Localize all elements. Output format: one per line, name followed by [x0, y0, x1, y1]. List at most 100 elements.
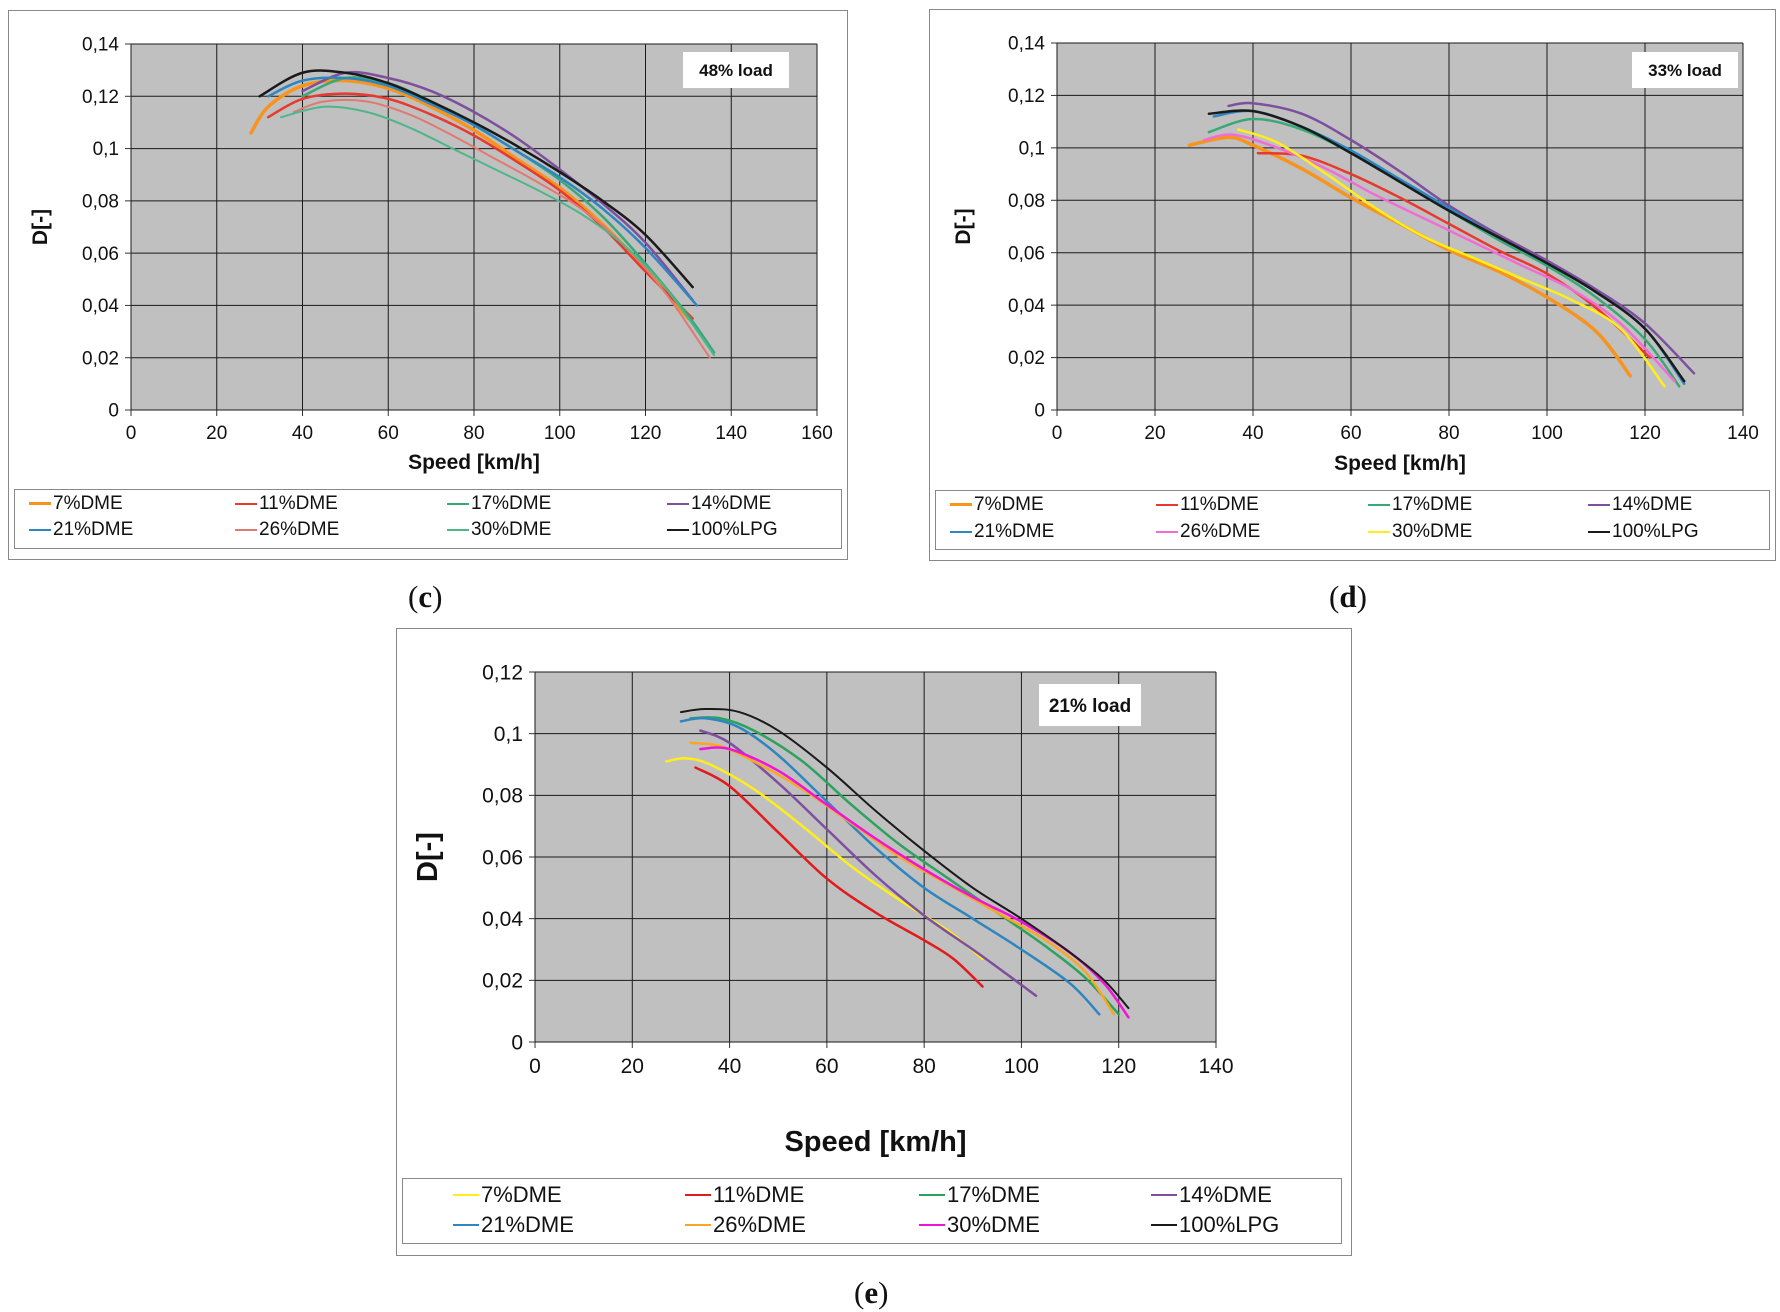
x-tick-label: 20	[621, 1055, 644, 1078]
x-tick-label: 60	[815, 1055, 838, 1078]
series-line-11pctdme	[1256, 151, 1652, 359]
y-tick-label: 0,02	[82, 348, 119, 369]
legend-swatch	[453, 1193, 479, 1196]
legend-item: 21%DME	[950, 521, 1054, 543]
legend-label: 14%DME	[1612, 493, 1693, 515]
legend-swatch	[29, 528, 51, 531]
legend-d: 7%DME 11%DME 17%DME 14%DME 21%DME 26%DME 30%DM…	[935, 490, 1770, 550]
legend-label: 17%DME	[947, 1181, 1040, 1207]
load-label: 48% load	[699, 61, 773, 80]
series-line-11pctdme	[266, 92, 694, 320]
legend-swatch	[685, 1223, 711, 1226]
legend-c: 7%DME 11%DME 17%DME 14%DME 21%DME 26%DME 30%DM…	[14, 489, 842, 549]
chart-panel-c: 0 20 40 60 80 100 120 140 160 0 0,02 0,04 0,06 0,08 0,…	[8, 10, 848, 560]
x-tick-label: 0	[126, 423, 137, 444]
series-line-14pctdme	[1227, 101, 1696, 375]
y-tick-label: 0,08	[482, 785, 523, 808]
legend-item: 14%DME	[1151, 1182, 1272, 1208]
y-tick-label: 0	[511, 1031, 523, 1054]
x-axis-title: Speed [km/h]	[1334, 452, 1466, 475]
x-tick-label: 120	[1101, 1055, 1136, 1078]
legend-label: 17%DME	[1392, 493, 1473, 515]
y-tick-label: 0,04	[1008, 296, 1045, 317]
legend-swatch	[1151, 1193, 1177, 1196]
y-tick-label: 0	[108, 401, 119, 422]
legend-swatch	[685, 1193, 711, 1196]
x-tick-label: 20	[206, 423, 227, 444]
series-line-14pctdme	[301, 70, 694, 302]
load-label-box	[1632, 52, 1738, 88]
legend-item: 21%DME	[29, 519, 133, 541]
y-tick-label: 0,12	[482, 661, 523, 684]
x-tick-label: 120	[630, 423, 662, 444]
y-tick-label: 0	[1034, 401, 1045, 422]
caption-c: (c)	[408, 579, 443, 614]
y-tick-label: 0,06	[482, 846, 523, 869]
y-tick-label: 0,06	[82, 244, 119, 265]
legend-swatch	[235, 528, 257, 531]
legend-label: 14%DME	[691, 492, 772, 514]
legend-item: 7%DME	[950, 494, 1044, 516]
legend-item: 100%LPG	[1588, 521, 1699, 543]
legend-label: 100%LPG	[691, 518, 778, 540]
legend-item: 21%DME	[453, 1212, 574, 1238]
legend-item: 26%DME	[235, 519, 339, 541]
legend-label: 100%LPG	[1612, 520, 1699, 542]
legend-item: 30%DME	[1368, 521, 1472, 543]
chart-panel-e: 0 20 40 60 80 100 120 140 0 0,02 0,04 0,06 0,08 0,1 0,…	[396, 628, 1352, 1256]
legend-swatch	[667, 528, 689, 531]
legend-item: 100%LPG	[667, 519, 778, 541]
legend-swatch	[1368, 503, 1390, 506]
chart-d: 0 20 40 60 80 100 120 140 0 0,02 0,04 0,06 0,08 0,1 0,…	[952, 34, 1759, 475]
x-tick-label: 140	[715, 423, 747, 444]
legend-swatch	[235, 502, 257, 505]
legend-swatch	[950, 503, 972, 507]
y-axis-title: D[-]	[412, 832, 444, 882]
x-tick-label: 120	[1629, 423, 1661, 444]
legend-item: 7%DME	[453, 1182, 562, 1208]
y-tick-label: 0,08	[1008, 191, 1045, 212]
x-tick-label: 40	[292, 423, 313, 444]
x-tick-label: 100	[1531, 423, 1563, 444]
x-axis-title: Speed [km/h]	[408, 451, 540, 474]
x-axis-title: Speed [km/h]	[784, 1126, 966, 1158]
series-line-30pctdme	[1237, 128, 1666, 388]
series-line-100pctlpg	[258, 69, 694, 289]
legend-swatch	[1368, 530, 1390, 533]
legend-label: 21%DME	[53, 518, 134, 540]
series-line-100pctlpg	[1207, 109, 1686, 383]
series-line-21pctdme	[679, 716, 1101, 1016]
legend-label: 30%DME	[947, 1211, 1040, 1237]
legend-swatch	[1156, 530, 1178, 533]
x-tick-label: 40	[718, 1055, 741, 1078]
y-tick-label: 0,1	[1019, 139, 1045, 160]
legend-swatch	[919, 1193, 945, 1196]
caption-e: (e)	[854, 1275, 889, 1310]
y-tick-label: 0,02	[482, 970, 523, 993]
y-tick-label: 0,04	[482, 908, 523, 931]
series-line-30pctdme	[280, 105, 716, 357]
legend-label: 21%DME	[481, 1211, 574, 1237]
legend-item: 7%DME	[29, 493, 123, 515]
load-label-box	[683, 52, 789, 88]
y-tick-label: 0,04	[82, 296, 119, 317]
legend-swatch	[447, 502, 469, 505]
x-tick-label: 0	[529, 1055, 541, 1078]
x-tick-label: 80	[463, 423, 484, 444]
series-line-26pctdme	[1202, 133, 1676, 383]
chart-panel-d: 0 20 40 60 80 100 120 140 0 0,02 0,04 0,06 0,08 0,1 0,…	[929, 9, 1776, 561]
y-tick-label: 0,06	[1008, 243, 1045, 264]
x-tick-label: 60	[378, 423, 399, 444]
legend-label: 26%DME	[259, 518, 340, 540]
legend-swatch	[667, 502, 689, 505]
x-tick-label: 20	[1144, 423, 1165, 444]
legend-label: 11%DME	[713, 1181, 805, 1207]
x-tick-label: 0	[1052, 423, 1063, 444]
legend-swatch	[1156, 503, 1178, 506]
series-line-26pctdme	[292, 99, 711, 359]
legend-item: 11%DME	[235, 493, 338, 515]
plot-area	[1057, 43, 1743, 410]
x-tick-label: 160	[801, 423, 833, 444]
x-tick-label: 60	[1340, 423, 1361, 444]
legend-swatch	[1588, 530, 1610, 533]
